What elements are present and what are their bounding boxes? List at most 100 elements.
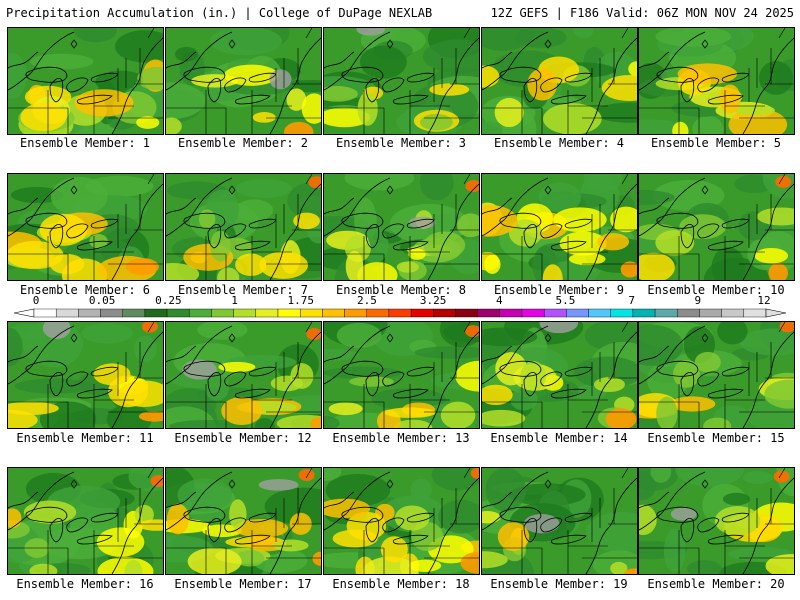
colorbar-bin [233, 308, 257, 318]
colorbar-tick-label: 0.05 [88, 294, 116, 307]
ensemble-member-label: Ensemble Member: 17 [174, 577, 312, 591]
ensemble-map-panel[interactable] [165, 27, 322, 135]
precip-map [639, 174, 794, 280]
colorbar-bin [543, 308, 567, 318]
colorbar-bin [721, 308, 745, 318]
ensemble-map-panel[interactable] [165, 467, 322, 575]
colorbar-max-arrow [765, 308, 787, 318]
precip-map [166, 468, 321, 574]
colorbar-bin [610, 308, 634, 318]
ensemble-member-label: Ensemble Member: 2 [177, 136, 309, 150]
ensemble-member-label: Ensemble Member: 11 [16, 431, 154, 445]
colorbar-bin [566, 308, 589, 318]
ensemble-member-label: Ensemble Member: 20 [647, 577, 785, 591]
colorbar-tick-label: 9 [694, 294, 702, 307]
colorbar-bin [189, 308, 212, 318]
ensemble-map-panel[interactable] [481, 173, 638, 281]
colorbar-bin [433, 308, 456, 318]
precip-map [324, 468, 479, 574]
colorbar-tick-label: 4 [495, 294, 503, 307]
colorbar: 0 0.05 0.25 1 1.75 2.5 3.25 4 5.5 7 9 12 [0, 295, 800, 321]
colorbar-bin [322, 308, 345, 318]
ensemble-map-panel[interactable] [7, 321, 164, 429]
colorbar-bin [78, 308, 101, 318]
precip-map [639, 322, 794, 428]
ensemble-map-panel[interactable] [481, 321, 638, 429]
colorbar-bin [277, 308, 301, 318]
colorbar-bin [366, 308, 390, 318]
ensemble-member-label: Ensemble Member: 8 [335, 283, 467, 297]
ensemble-map-panel[interactable] [323, 173, 480, 281]
ensemble-map-panel[interactable] [638, 27, 795, 135]
product-title: Precipitation Accumulation (in.) | Colle… [6, 6, 433, 20]
precip-map [8, 322, 163, 428]
ensemble-member-label: Ensemble Member: 18 [332, 577, 470, 591]
precip-map [639, 468, 794, 574]
colorbar-scale [13, 308, 787, 318]
colorbar-tick-label: 2.5 [356, 294, 377, 307]
colorbar-bin [632, 308, 656, 318]
precip-map [639, 28, 794, 134]
colorbar-tick-label: 12 [757, 294, 771, 307]
precip-map [482, 468, 637, 574]
colorbar-min-arrow [13, 308, 35, 318]
model-valid-time: 12Z GEFS | F186 Valid: 06Z MON NOV 24 20… [490, 6, 794, 20]
precip-map [482, 174, 637, 280]
colorbar-bin [699, 308, 722, 318]
ensemble-map-panel[interactable] [481, 27, 638, 135]
ensemble-map-panel[interactable] [638, 321, 795, 429]
ensemble-member-label: Ensemble Member: 15 [647, 431, 785, 445]
colorbar-tick-label: 0 [32, 294, 40, 307]
colorbar-bin [144, 308, 168, 318]
ensemble-member-label: Ensemble Member: 12 [174, 431, 312, 445]
precip-map [324, 322, 479, 428]
ensemble-member-label: Ensemble Member: 5 [650, 136, 782, 150]
colorbar-bin [521, 308, 545, 318]
ensemble-map-panel[interactable] [165, 321, 322, 429]
ensemble-map-panel[interactable] [7, 173, 164, 281]
ensemble-member-label: Ensemble Member: 10 [647, 283, 785, 297]
precip-map [324, 174, 479, 280]
ensemble-map-panel[interactable] [638, 467, 795, 575]
ensemble-member-label: Ensemble Member: 7 [177, 283, 309, 297]
ensemble-member-label: Ensemble Member: 4 [493, 136, 625, 150]
colorbar-bin [654, 308, 678, 318]
ensemble-map-panel[interactable] [7, 467, 164, 575]
colorbar-tick-label: 7 [628, 294, 635, 307]
precip-map [482, 28, 637, 134]
ensemble-map-panel[interactable] [481, 467, 638, 575]
precip-map [166, 174, 321, 280]
ensemble-map-panel[interactable] [323, 467, 480, 575]
ensemble-map-panel[interactable] [165, 173, 322, 281]
colorbar-bin [410, 308, 434, 318]
ensemble-member-label: Ensemble Member: 6 [19, 283, 151, 297]
colorbar-bin [211, 308, 234, 318]
colorbar-tick-label: 1 [231, 294, 238, 307]
precip-map [166, 322, 321, 428]
precip-map [8, 28, 163, 134]
colorbar-bin [299, 308, 323, 318]
colorbar-bin [455, 308, 478, 318]
colorbar-tick-label: 3.25 [419, 294, 447, 307]
colorbar-tick-label: 5.5 [555, 294, 576, 307]
precip-map [8, 174, 163, 280]
colorbar-bin [255, 308, 279, 318]
ensemble-map-panel[interactable] [7, 27, 164, 135]
precip-map [8, 468, 163, 574]
ensemble-map-panel[interactable] [638, 173, 795, 281]
colorbar-bin [55, 308, 79, 318]
colorbar-bin [499, 308, 523, 318]
colorbar-bin [743, 308, 767, 318]
colorbar-tick-label: 0.25 [155, 294, 182, 307]
colorbar-bin [166, 308, 190, 318]
ensemble-member-label: Ensemble Member: 9 [493, 283, 625, 297]
colorbar-tick-label: 1.75 [287, 294, 314, 307]
ensemble-map-panel[interactable] [323, 27, 480, 135]
colorbar-bin [344, 308, 367, 318]
colorbar-bin [588, 308, 611, 318]
ensemble-member-label: Ensemble Member: 16 [16, 577, 154, 591]
ensemble-member-label: Ensemble Member: 14 [490, 431, 628, 445]
ensemble-map-panel[interactable] [323, 321, 480, 429]
colorbar-bin [122, 308, 146, 318]
ensemble-member-label: Ensemble Member: 1 [19, 136, 151, 150]
